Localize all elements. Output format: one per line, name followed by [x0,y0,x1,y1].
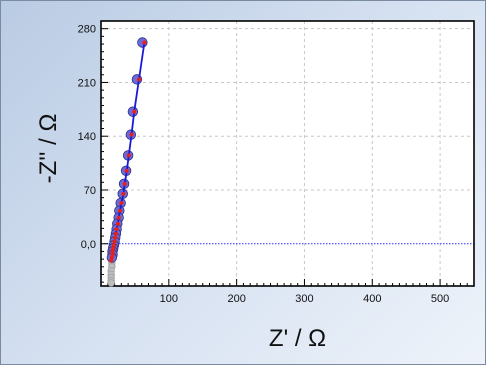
fit-point [116,215,121,220]
fit-point [112,239,117,244]
fit-point [109,255,114,260]
x-tick-label: 500 [431,293,449,305]
fit-point [126,153,131,158]
fit-point [114,227,119,232]
fit-point [111,246,116,251]
axes-frame [100,20,475,287]
fit-point [113,231,118,236]
plot-area [101,21,474,286]
fit-point [109,258,114,263]
excluded-data-point [107,279,115,287]
fit-point [117,208,122,213]
x-tick-label: 200 [227,293,245,305]
y-tick-label: 210 [78,77,96,89]
fit-point [122,181,127,186]
fit-point [119,201,124,206]
fit-point [129,132,134,137]
y-axis-title: -Z'' / Ω [35,114,62,184]
fit-point [124,168,129,173]
fit-point [121,191,126,196]
y-tick-label: 140 [78,131,96,143]
x-tick-label: 300 [295,293,313,305]
y-tick-label: 0,0 [81,239,96,251]
x-axis-title: Z' / Ω [269,325,326,352]
y-tick-label: 70 [84,185,96,197]
fit-point [110,249,115,254]
x-tick-label: 100 [160,293,178,305]
fit-point [142,40,147,45]
fit-point [113,235,118,240]
x-tick-label: 400 [363,293,381,305]
fit-point [111,243,116,248]
fit-point [115,221,120,226]
fit-point [136,77,141,82]
fit-point [110,252,115,257]
y-tick-label: 280 [78,24,96,36]
fit-point [132,109,137,114]
